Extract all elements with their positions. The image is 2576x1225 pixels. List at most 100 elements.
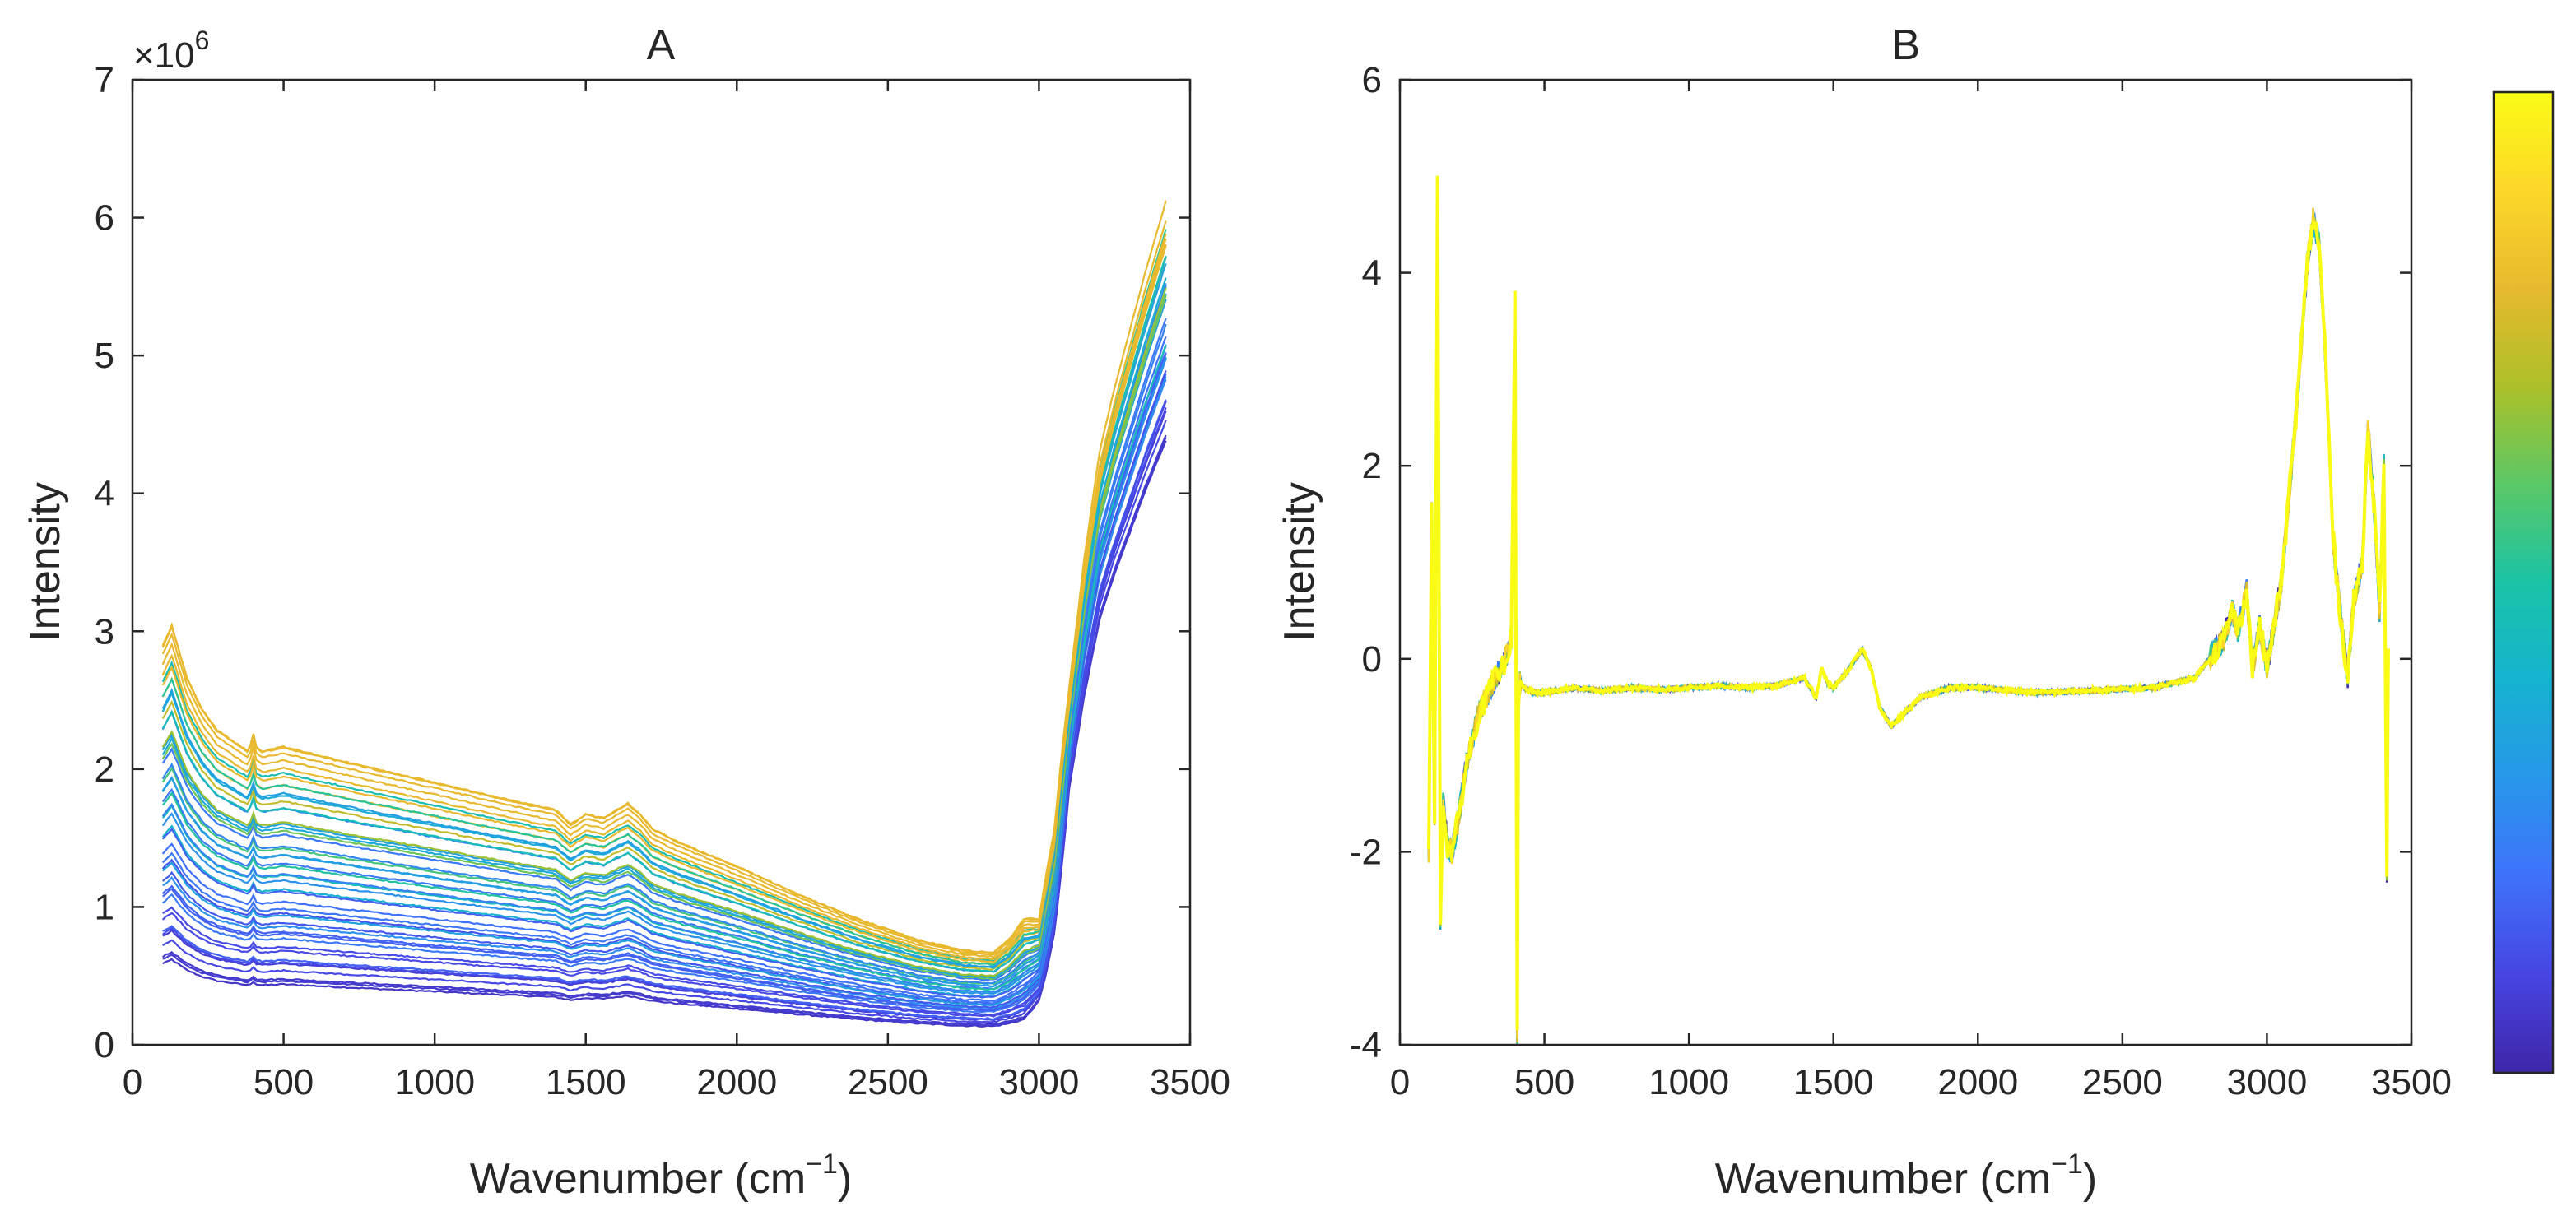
panel-a-spectrum-line	[161, 286, 1167, 979]
panel-a-spectrum-line	[162, 376, 1167, 1009]
panel-a-x-tick-label: 1000	[394, 1062, 475, 1102]
panel-a-y-tick-label: 0	[95, 1025, 114, 1065]
panel-a-x-axis-label-close: )	[838, 1155, 852, 1203]
panel-a-spectrum-line	[161, 245, 1167, 961]
panel-b-spectrum-line	[1427, 175, 2390, 1031]
panel-a-spectrum-line	[161, 336, 1167, 1003]
panel-a-spectrum-line	[161, 295, 1167, 985]
panel-b-y-axis-label: Intensity	[1276, 482, 1323, 642]
panel-a-y-axis-label: Intensity	[21, 482, 69, 642]
panel-a-spectrum-line	[162, 401, 1167, 1023]
panel-a: A ×106 0 500 1000 1500 2000 2500 3000 350001234…	[21, 21, 1230, 1203]
panel-a-spectrum-line	[161, 358, 1167, 1007]
panel-a-y-multiplier-exp: 6	[195, 26, 210, 55]
panel-a-spectrum-line	[161, 293, 1167, 987]
panel-a-spectrum-line	[162, 411, 1167, 1021]
panel-a-title: A	[647, 21, 676, 69]
panel-a-x-tick-label: 0	[123, 1062, 142, 1102]
panel-a-y-multiplier: ×106	[133, 26, 209, 76]
panel-b-x-axis-label-sup: −1	[2051, 1148, 2083, 1180]
panel-a-x-axis-label: Wavenumber (cm−1)	[470, 1148, 852, 1203]
panel-a-x-tick-label: 3500	[1150, 1062, 1230, 1102]
panel-b-x-tick-label: 1500	[1793, 1062, 1874, 1102]
panel-b-series-group	[1427, 175, 2390, 1045]
panel-b-x-axis-label-close: )	[2083, 1155, 2097, 1203]
panel-b-axes-box	[1398, 78, 2413, 1046]
colorbar-frame	[2492, 90, 2555, 1074]
panel-a-spectrum-line	[162, 407, 1167, 1016]
panel-a-x-tick-label: 1500	[546, 1062, 626, 1102]
panel-a-spectrum-line	[162, 399, 1167, 1021]
panel-b-y-tick-label: 0	[1362, 639, 1382, 680]
panel-a-y-tick-label: 1	[95, 887, 114, 927]
panel-a-y-tick-label: 5	[95, 336, 114, 376]
panel-a-y-tick-label: 3	[95, 611, 114, 652]
panel-a-y-multiplier-base: ×10	[133, 35, 195, 76]
panel-b-x-tick-label: 0	[1390, 1062, 1410, 1102]
panel-b-title: B	[1892, 21, 1921, 69]
panel-b-x-tick-label: 2000	[1937, 1062, 2018, 1102]
panel-a-spectrum-line	[161, 299, 1167, 988]
panel-b-y-tick-label: -4	[1350, 1025, 1382, 1065]
panel-a-spectrum-line	[161, 401, 1167, 1018]
panel-a-y-tick-label: 6	[95, 198, 114, 239]
panel-a-x-tick-label: 500	[253, 1062, 314, 1102]
panel-a-spectrum-line	[161, 220, 1167, 956]
panel-a-spectrum-line	[161, 256, 1167, 973]
panel-b-x-tick-label: 2500	[2082, 1062, 2163, 1102]
panel-a-spectrum-line	[161, 229, 1167, 966]
colorbar-fill	[2494, 92, 2553, 1073]
panel-b-x-tick-label: 3500	[2371, 1062, 2452, 1102]
panel-b-x-tick-label: 3000	[2226, 1062, 2307, 1102]
panel-a-spectrum-line	[161, 285, 1167, 981]
panel-a-y-tick-label: 2	[95, 749, 114, 790]
colorbar	[2492, 90, 2555, 1074]
panel-a-spectrum-line	[161, 238, 1167, 964]
panel-a-spectrum-line	[162, 378, 1167, 1014]
panel-b-spectrum-line	[1427, 189, 2390, 1045]
panel-b-x-axis-label-main: Wavenumber (cm	[1715, 1155, 2051, 1203]
panel-a-spectrum-line	[161, 373, 1167, 1011]
panel-a-spectrum-line	[161, 356, 1167, 995]
panel-b-spectrum-line	[1427, 193, 2390, 1044]
panel-a-spectrum-line	[161, 370, 1167, 1005]
panel-b-y-tick-label: 4	[1362, 253, 1382, 294]
panel-a-spectrum-line	[161, 323, 1167, 993]
panel-a-spectrum-line	[161, 200, 1167, 954]
panel-b: B 0 500 1000 1500 2000 2500 3000 3500 -4 -2 0 2 4 6 I…	[1276, 21, 2452, 1203]
panel-a-spectrum-line	[161, 345, 1167, 1005]
panel-b-y-tick-label: 2	[1362, 446, 1382, 486]
panel-b-spectrum-line	[1427, 188, 2390, 1045]
panel-b-y-tick-label: -2	[1350, 832, 1382, 872]
panel-a-spectrum-line	[161, 283, 1167, 985]
panel-b-ticks: 0 500 1000 1500 2000 2500 3000 3500 -4 -2 0 2 4 6	[1350, 60, 2452, 1102]
panel-a-x-tick-label: 2500	[848, 1062, 928, 1102]
panel-a-x-axis-label-sup: −1	[806, 1148, 838, 1180]
panel-a-y-tick-label: 7	[95, 60, 114, 100]
panel-a-spectrum-line	[161, 356, 1167, 998]
panel-a-spectrum-line	[162, 358, 1167, 1012]
panel-a-axes-box	[131, 78, 1192, 1046]
panel-a-spectrum-line	[162, 434, 1167, 1027]
panel-a-spectrum-line	[161, 353, 1167, 1009]
panel-a-spectrum-line	[161, 299, 1167, 991]
panel-a-spectrum-line	[161, 352, 1167, 999]
panel-a-spectrum-line	[161, 440, 1167, 1026]
panel-a-x-tick-label: 3000	[998, 1062, 1079, 1102]
panel-a-spectrum-line	[161, 244, 1167, 959]
panel-b-x-axis-label: Wavenumber (cm−1)	[1715, 1148, 2097, 1203]
panel-a-series-group	[161, 200, 1167, 1028]
panel-a-spectrum-line	[161, 277, 1167, 969]
panel-a-ticks: 0 500 1000 1500 2000 2500 3000 3500 0 1 2 3 4 5 6 7	[95, 60, 1230, 1102]
panel-a-spectrum-line	[161, 287, 1167, 977]
panel-a-spectrum-line	[161, 256, 1167, 968]
panel-a-y-tick-label: 4	[95, 474, 114, 514]
panel-a-spectrum-line	[161, 257, 1167, 971]
panel-a-x-tick-label: 2000	[696, 1062, 777, 1102]
panel-a-spectrum-line	[161, 256, 1167, 973]
panel-b-x-tick-label: 1000	[1648, 1062, 1729, 1102]
panel-a-x-axis-label-main: Wavenumber (cm	[470, 1155, 806, 1203]
panel-b-x-tick-label: 500	[1514, 1062, 1574, 1102]
panel-b-y-tick-label: 6	[1362, 60, 1382, 100]
